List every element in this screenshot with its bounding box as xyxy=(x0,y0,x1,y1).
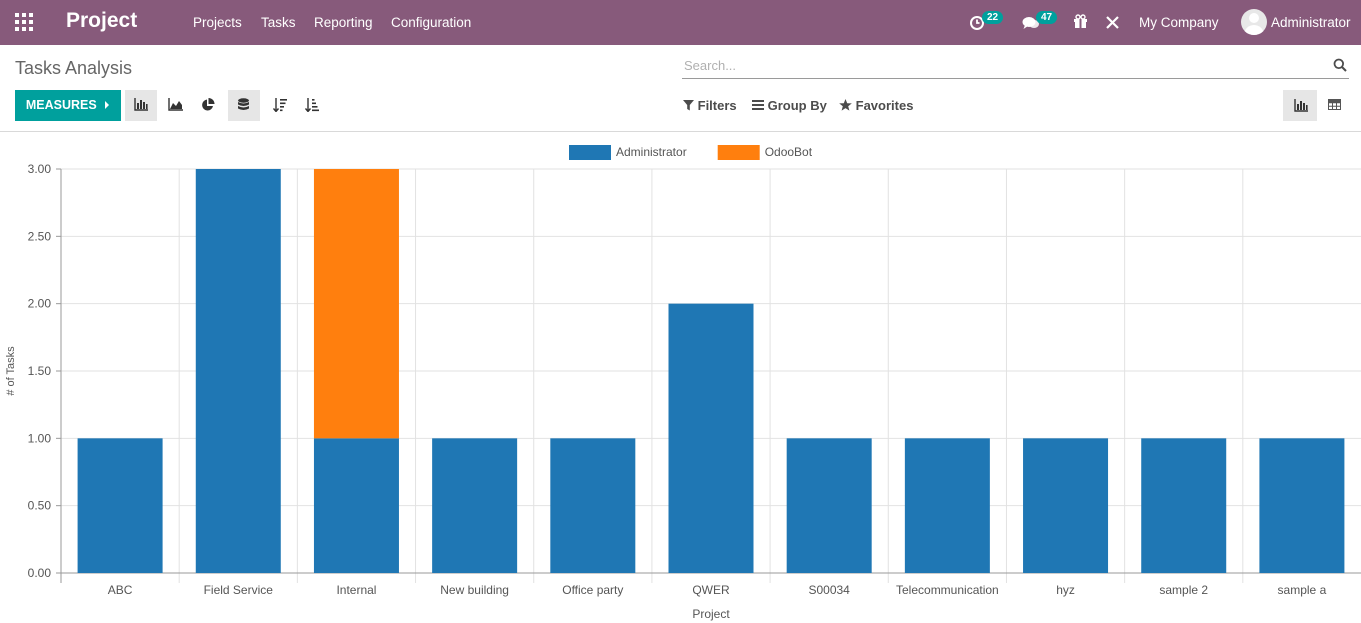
user-avatar[interactable] xyxy=(1241,9,1267,35)
tasks-bar-chart: 0.00 0.50 1.00 1.50 2.00 2.50 3.00 ABC Field Ser… xyxy=(5,145,1361,621)
x-tick-label: Office party xyxy=(562,583,623,597)
bar-administrator xyxy=(432,438,518,573)
user-menu[interactable]: Administrator xyxy=(1271,15,1351,30)
graph-view-button[interactable] xyxy=(1283,90,1317,121)
y-tick-label: 1.00 xyxy=(28,431,52,445)
filters-label: Filters xyxy=(697,98,737,113)
bar-administrator xyxy=(1259,438,1345,573)
star-icon xyxy=(839,99,852,111)
legend-label-administrator: Administrator xyxy=(616,145,687,159)
page-title: Tasks Analysis xyxy=(15,58,133,78)
sort-amount-desc-icon xyxy=(273,98,287,112)
groupby-dropdown[interactable]: Group By xyxy=(752,98,827,113)
pie-chart-icon xyxy=(202,98,215,111)
x-tick-label: hyz xyxy=(1056,583,1075,597)
database-icon xyxy=(238,98,249,110)
favorites-dropdown[interactable]: Favorites xyxy=(839,98,913,113)
bar-administrator xyxy=(313,438,399,573)
top-navbar: Project Projects Tasks Reporting Configu… xyxy=(0,0,1361,45)
y-tick-label: 1.50 xyxy=(28,364,52,378)
sort-ascending-button[interactable] xyxy=(296,90,328,121)
bar-administrator xyxy=(550,438,636,573)
x-tick-label: S00034 xyxy=(808,583,850,597)
bar-odoobot xyxy=(313,169,399,439)
groupby-label: Group By xyxy=(767,98,827,113)
measures-button[interactable]: MEASURES xyxy=(15,90,121,121)
x-tick-label: sample a xyxy=(1278,583,1327,597)
menu-configuration[interactable]: Configuration xyxy=(391,15,472,30)
bar-administrator xyxy=(904,438,990,573)
x-tick-label: ABC xyxy=(108,583,133,597)
sort-amount-asc-icon xyxy=(305,98,319,112)
x-tick-label: Field Service xyxy=(204,583,274,597)
caret-right-icon xyxy=(105,101,110,109)
search-bar xyxy=(682,54,1349,79)
bar-administrator xyxy=(195,169,281,573)
pie-chart-button[interactable] xyxy=(192,90,224,121)
control-panel-divider xyxy=(0,131,1361,132)
y-tick-label: 0.50 xyxy=(28,499,52,513)
y-tick-label: 2.00 xyxy=(28,297,52,311)
x-tick-label: QWER xyxy=(692,583,730,597)
legend-label-odoobot: OdooBot xyxy=(765,145,813,159)
y-tick-label: 0.00 xyxy=(28,566,52,580)
apps-menu-icon[interactable] xyxy=(15,13,33,31)
bar-administrator xyxy=(1141,438,1227,573)
gift-icon[interactable] xyxy=(1073,14,1088,29)
messages-button[interactable]: 47 xyxy=(1022,11,1062,33)
stacked-toggle-button[interactable] xyxy=(228,90,260,121)
line-chart-button[interactable] xyxy=(159,90,191,121)
menu-reporting[interactable]: Reporting xyxy=(314,15,373,30)
bar-administrator xyxy=(77,438,163,573)
chat-icon xyxy=(1022,17,1039,29)
measures-label: MEASURES xyxy=(25,98,97,112)
bar-chart-button[interactable] xyxy=(125,90,157,121)
y-tick-label: 2.50 xyxy=(28,229,52,243)
bar-chart-icon xyxy=(134,98,148,111)
table-icon xyxy=(1328,99,1341,110)
pivot-view-button[interactable] xyxy=(1317,90,1351,121)
area-chart-icon xyxy=(168,98,183,111)
activity-button[interactable]: 22 xyxy=(969,11,1009,33)
bar-administrator xyxy=(668,303,754,573)
activity-count-badge: 22 xyxy=(982,11,1004,24)
x-tick-label: sample 2 xyxy=(1159,583,1208,597)
legend-swatch-administrator xyxy=(569,145,611,160)
x-tick-label: Telecommunication xyxy=(896,583,999,597)
bar-administrator xyxy=(786,438,872,573)
legend-swatch-odoobot xyxy=(717,145,760,160)
sort-descending-button[interactable] xyxy=(264,90,296,121)
favorites-label: Favorites xyxy=(855,98,914,113)
app-brand: Project xyxy=(66,9,138,32)
messages-count-badge: 47 xyxy=(1036,11,1058,24)
filter-icon xyxy=(683,100,694,111)
debug-tools-icon[interactable] xyxy=(1105,15,1120,30)
menu-tasks[interactable]: Tasks xyxy=(261,15,296,30)
search-icon[interactable] xyxy=(1333,58,1347,72)
menu-projects[interactable]: Projects xyxy=(193,15,242,30)
x-axis-title: Project xyxy=(692,607,730,621)
clock-icon xyxy=(970,16,984,30)
x-tick-label: Internal xyxy=(336,583,376,597)
bar-chart-icon xyxy=(1294,99,1308,112)
bar-administrator xyxy=(1023,438,1109,573)
x-tick-label: New building xyxy=(440,583,509,597)
search-input[interactable] xyxy=(682,54,1324,76)
y-tick-label: 3.00 xyxy=(28,162,52,176)
y-axis-title: # of Tasks xyxy=(5,346,17,396)
company-switcher[interactable]: My Company xyxy=(1139,15,1219,30)
filters-dropdown[interactable]: Filters xyxy=(683,98,737,113)
bars-icon xyxy=(752,100,764,110)
